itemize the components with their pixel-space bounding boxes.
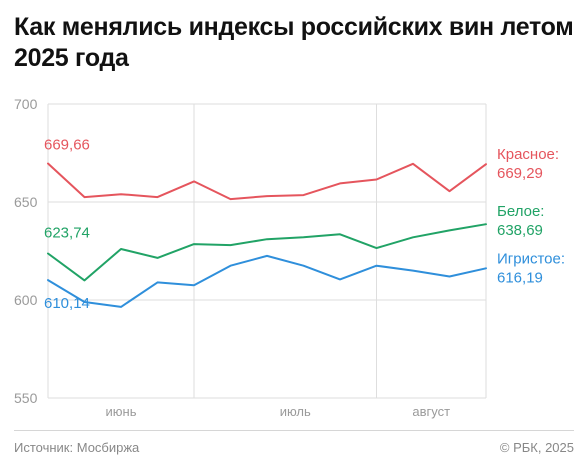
y-tick-label: 550 bbox=[14, 390, 38, 406]
start-value-label: 623,74 bbox=[44, 224, 90, 241]
series-name-label: Красное: bbox=[497, 146, 559, 163]
copyright-note: © РБК, 2025 bbox=[499, 440, 574, 455]
source-note: Источник: Мосбиржа bbox=[14, 440, 140, 455]
line-chart: 700 650 600 550 июнь июль август 669,66 623,74… bbox=[14, 96, 565, 419]
x-month-label: июнь bbox=[106, 404, 137, 419]
end-value-label: 669,29 bbox=[497, 165, 543, 182]
chart-title: Как менялись индексы российских вин лето… bbox=[14, 13, 574, 72]
end-value-label: 638,69 bbox=[497, 222, 543, 239]
x-month-label: август bbox=[412, 404, 450, 419]
end-value-label: 616,19 bbox=[497, 269, 543, 286]
y-tick-label: 700 bbox=[14, 96, 38, 112]
x-month-label: июль bbox=[280, 404, 311, 419]
series-name-label: Белое: bbox=[497, 203, 544, 220]
footer-divider bbox=[14, 430, 574, 431]
start-value-label: 669,66 bbox=[44, 136, 90, 153]
series-line-2 bbox=[47, 254, 487, 308]
series-name-label: Игристое: bbox=[497, 250, 565, 267]
y-tick-label: 650 bbox=[14, 194, 38, 210]
start-value-label: 610,14 bbox=[44, 295, 90, 312]
series-line-0 bbox=[47, 162, 487, 201]
series-line-1 bbox=[47, 223, 487, 282]
y-tick-label: 600 bbox=[14, 292, 38, 308]
